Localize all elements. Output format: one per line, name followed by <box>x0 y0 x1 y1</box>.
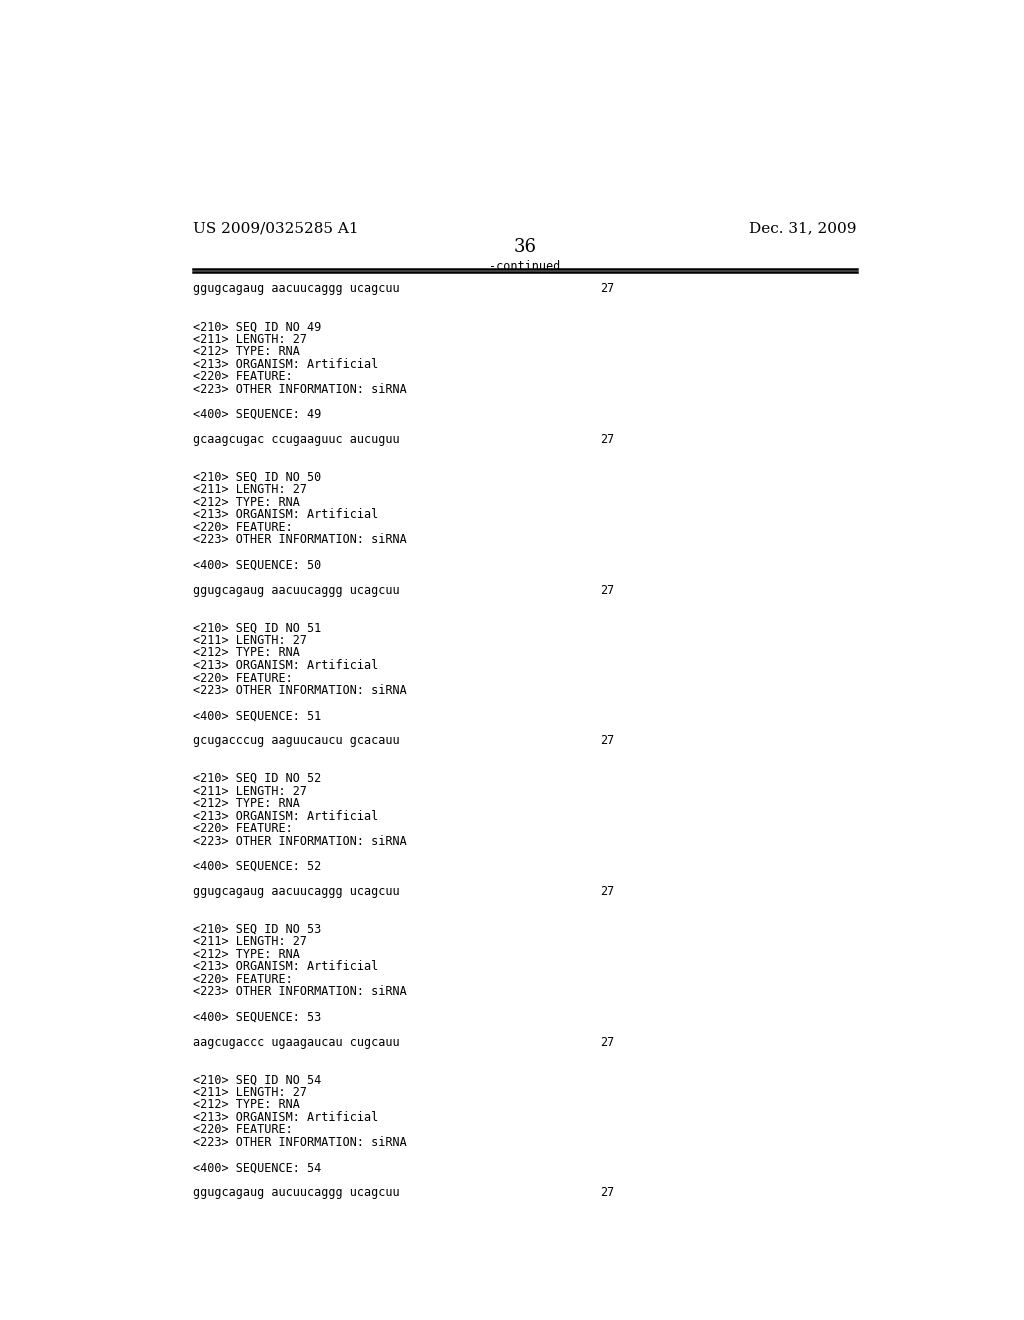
Text: <212> TYPE: RNA: <212> TYPE: RNA <box>194 647 300 660</box>
Text: gcaagcugac ccugaaguuc aucuguu: gcaagcugac ccugaaguuc aucuguu <box>194 433 399 446</box>
Text: <223> OTHER INFORMATION: siRNA: <223> OTHER INFORMATION: siRNA <box>194 834 407 847</box>
Text: 27: 27 <box>600 884 614 898</box>
Text: <212> TYPE: RNA: <212> TYPE: RNA <box>194 345 300 358</box>
Text: <212> TYPE: RNA: <212> TYPE: RNA <box>194 496 300 508</box>
Text: <223> OTHER INFORMATION: siRNA: <223> OTHER INFORMATION: siRNA <box>194 985 407 998</box>
Text: <210> SEQ ID NO 53: <210> SEQ ID NO 53 <box>194 923 322 936</box>
Text: ggugcagaug aucuucaggg ucagcuu: ggugcagaug aucuucaggg ucagcuu <box>194 1187 399 1199</box>
Text: 27: 27 <box>600 583 614 597</box>
Text: <400> SEQUENCE: 53: <400> SEQUENCE: 53 <box>194 1010 322 1023</box>
Text: <223> OTHER INFORMATION: siRNA: <223> OTHER INFORMATION: siRNA <box>194 1137 407 1148</box>
Text: 36: 36 <box>513 238 537 256</box>
Text: <220> FEATURE:: <220> FEATURE: <box>194 1123 293 1137</box>
Text: <223> OTHER INFORMATION: siRNA: <223> OTHER INFORMATION: siRNA <box>194 533 407 546</box>
Text: <220> FEATURE:: <220> FEATURE: <box>194 672 293 685</box>
Text: Dec. 31, 2009: Dec. 31, 2009 <box>749 222 856 235</box>
Text: <210> SEQ ID NO 49: <210> SEQ ID NO 49 <box>194 319 322 333</box>
Text: gcugacccug aaguucaucu gcacauu: gcugacccug aaguucaucu gcacauu <box>194 734 399 747</box>
Text: 27: 27 <box>600 1187 614 1199</box>
Text: 27: 27 <box>600 282 614 296</box>
Text: <211> LENGTH: 27: <211> LENGTH: 27 <box>194 935 307 948</box>
Text: <210> SEQ ID NO 52: <210> SEQ ID NO 52 <box>194 772 322 785</box>
Text: <213> ORGANISM: Artificial: <213> ORGANISM: Artificial <box>194 809 378 822</box>
Text: <400> SEQUENCE: 54: <400> SEQUENCE: 54 <box>194 1162 322 1173</box>
Text: -continued: -continued <box>489 260 560 273</box>
Text: <211> LENGTH: 27: <211> LENGTH: 27 <box>194 634 307 647</box>
Text: <210> SEQ ID NO 51: <210> SEQ ID NO 51 <box>194 622 322 635</box>
Text: <212> TYPE: RNA: <212> TYPE: RNA <box>194 948 300 961</box>
Text: <400> SEQUENCE: 50: <400> SEQUENCE: 50 <box>194 558 322 572</box>
Text: <220> FEATURE:: <220> FEATURE: <box>194 371 293 383</box>
Text: 27: 27 <box>600 1036 614 1048</box>
Text: <210> SEQ ID NO 54: <210> SEQ ID NO 54 <box>194 1073 322 1086</box>
Text: aagcugaccc ugaagaucau cugcauu: aagcugaccc ugaagaucau cugcauu <box>194 1036 399 1048</box>
Text: <213> ORGANISM: Artificial: <213> ORGANISM: Artificial <box>194 508 378 521</box>
Text: 27: 27 <box>600 433 614 446</box>
Text: <400> SEQUENCE: 51: <400> SEQUENCE: 51 <box>194 709 322 722</box>
Text: <220> FEATURE:: <220> FEATURE: <box>194 521 293 533</box>
Text: <212> TYPE: RNA: <212> TYPE: RNA <box>194 797 300 810</box>
Text: <223> OTHER INFORMATION: siRNA: <223> OTHER INFORMATION: siRNA <box>194 684 407 697</box>
Text: <213> ORGANISM: Artificial: <213> ORGANISM: Artificial <box>194 1111 378 1123</box>
Text: <211> LENGTH: 27: <211> LENGTH: 27 <box>194 483 307 496</box>
Text: <211> LENGTH: 27: <211> LENGTH: 27 <box>194 1086 307 1098</box>
Text: <220> FEATURE:: <220> FEATURE: <box>194 973 293 986</box>
Text: ggugcagaug aacuucaggg ucagcuu: ggugcagaug aacuucaggg ucagcuu <box>194 282 399 296</box>
Text: ggugcagaug aacuucaggg ucagcuu: ggugcagaug aacuucaggg ucagcuu <box>194 884 399 898</box>
Text: <210> SEQ ID NO 50: <210> SEQ ID NO 50 <box>194 471 322 483</box>
Text: 27: 27 <box>600 734 614 747</box>
Text: <213> ORGANISM: Artificial: <213> ORGANISM: Artificial <box>194 358 378 371</box>
Text: <400> SEQUENCE: 52: <400> SEQUENCE: 52 <box>194 859 322 873</box>
Text: <211> LENGTH: 27: <211> LENGTH: 27 <box>194 784 307 797</box>
Text: <211> LENGTH: 27: <211> LENGTH: 27 <box>194 333 307 346</box>
Text: <400> SEQUENCE: 49: <400> SEQUENCE: 49 <box>194 408 322 421</box>
Text: <213> ORGANISM: Artificial: <213> ORGANISM: Artificial <box>194 960 378 973</box>
Text: <223> OTHER INFORMATION: siRNA: <223> OTHER INFORMATION: siRNA <box>194 383 407 396</box>
Text: <212> TYPE: RNA: <212> TYPE: RNA <box>194 1098 300 1111</box>
Text: ggugcagaug aacuucaggg ucagcuu: ggugcagaug aacuucaggg ucagcuu <box>194 583 399 597</box>
Text: <220> FEATURE:: <220> FEATURE: <box>194 822 293 836</box>
Text: <213> ORGANISM: Artificial: <213> ORGANISM: Artificial <box>194 659 378 672</box>
Text: US 2009/0325285 A1: US 2009/0325285 A1 <box>194 222 358 235</box>
